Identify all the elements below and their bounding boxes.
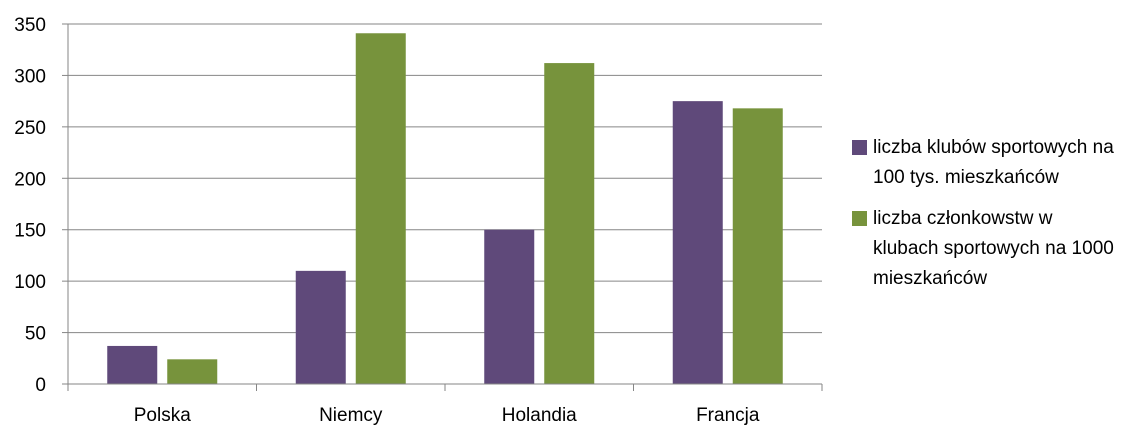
y-tick-label-200: 200 <box>14 169 46 190</box>
legend-item-clubs: liczba klubów sportowych na 100 tys. mie… <box>852 133 1120 193</box>
y-axis-tick-labels: 0 50 100 150 200 250 300 350 <box>14 15 46 396</box>
x-tick-label-niemcy: Niemcy <box>319 405 383 426</box>
x-tick-label-holandia: Holandia <box>502 405 577 426</box>
bar-polska-series-1 <box>107 345 158 384</box>
bar-niemcy-series-1 <box>295 270 346 384</box>
bars <box>107 33 783 385</box>
y-tick-label-250: 250 <box>14 118 46 139</box>
x-tick-label-francja: Francja <box>696 405 760 426</box>
bar-holandia-series-2 <box>544 63 595 384</box>
bar-francja-series-2 <box>732 108 783 384</box>
y-tick-label-150: 150 <box>14 221 46 242</box>
x-tick-label-polska: Polska <box>134 405 191 426</box>
legend-item-memberships: liczba członkowstw w klubach sportowych … <box>852 204 1120 294</box>
legend-label-clubs: liczba klubów sportowych na 100 tys. mie… <box>873 137 1114 188</box>
legend-swatch-memberships <box>852 211 867 226</box>
y-tick-label-350: 350 <box>14 15 46 36</box>
axes <box>67 24 823 391</box>
bar-holandia-series-1 <box>484 229 535 384</box>
y-tick-label-300: 300 <box>14 66 46 87</box>
bar-polska-series-2 <box>167 359 218 384</box>
y-tick-label-100: 100 <box>14 272 46 293</box>
legend-label-memberships: liczba członkowstw w klubach sportowych … <box>873 208 1114 289</box>
legend: liczba klubów sportowych na 100 tys. mie… <box>852 133 1120 305</box>
y-tick-label-50: 50 <box>25 324 46 345</box>
legend-swatch-clubs <box>852 140 867 155</box>
bar-niemcy-series-2 <box>355 33 406 384</box>
y-tick-label-0: 0 <box>35 375 46 396</box>
bar-francja-series-1 <box>672 101 723 385</box>
x-axis-tick-labels: Polska Niemcy Holandia Francja <box>134 405 760 426</box>
